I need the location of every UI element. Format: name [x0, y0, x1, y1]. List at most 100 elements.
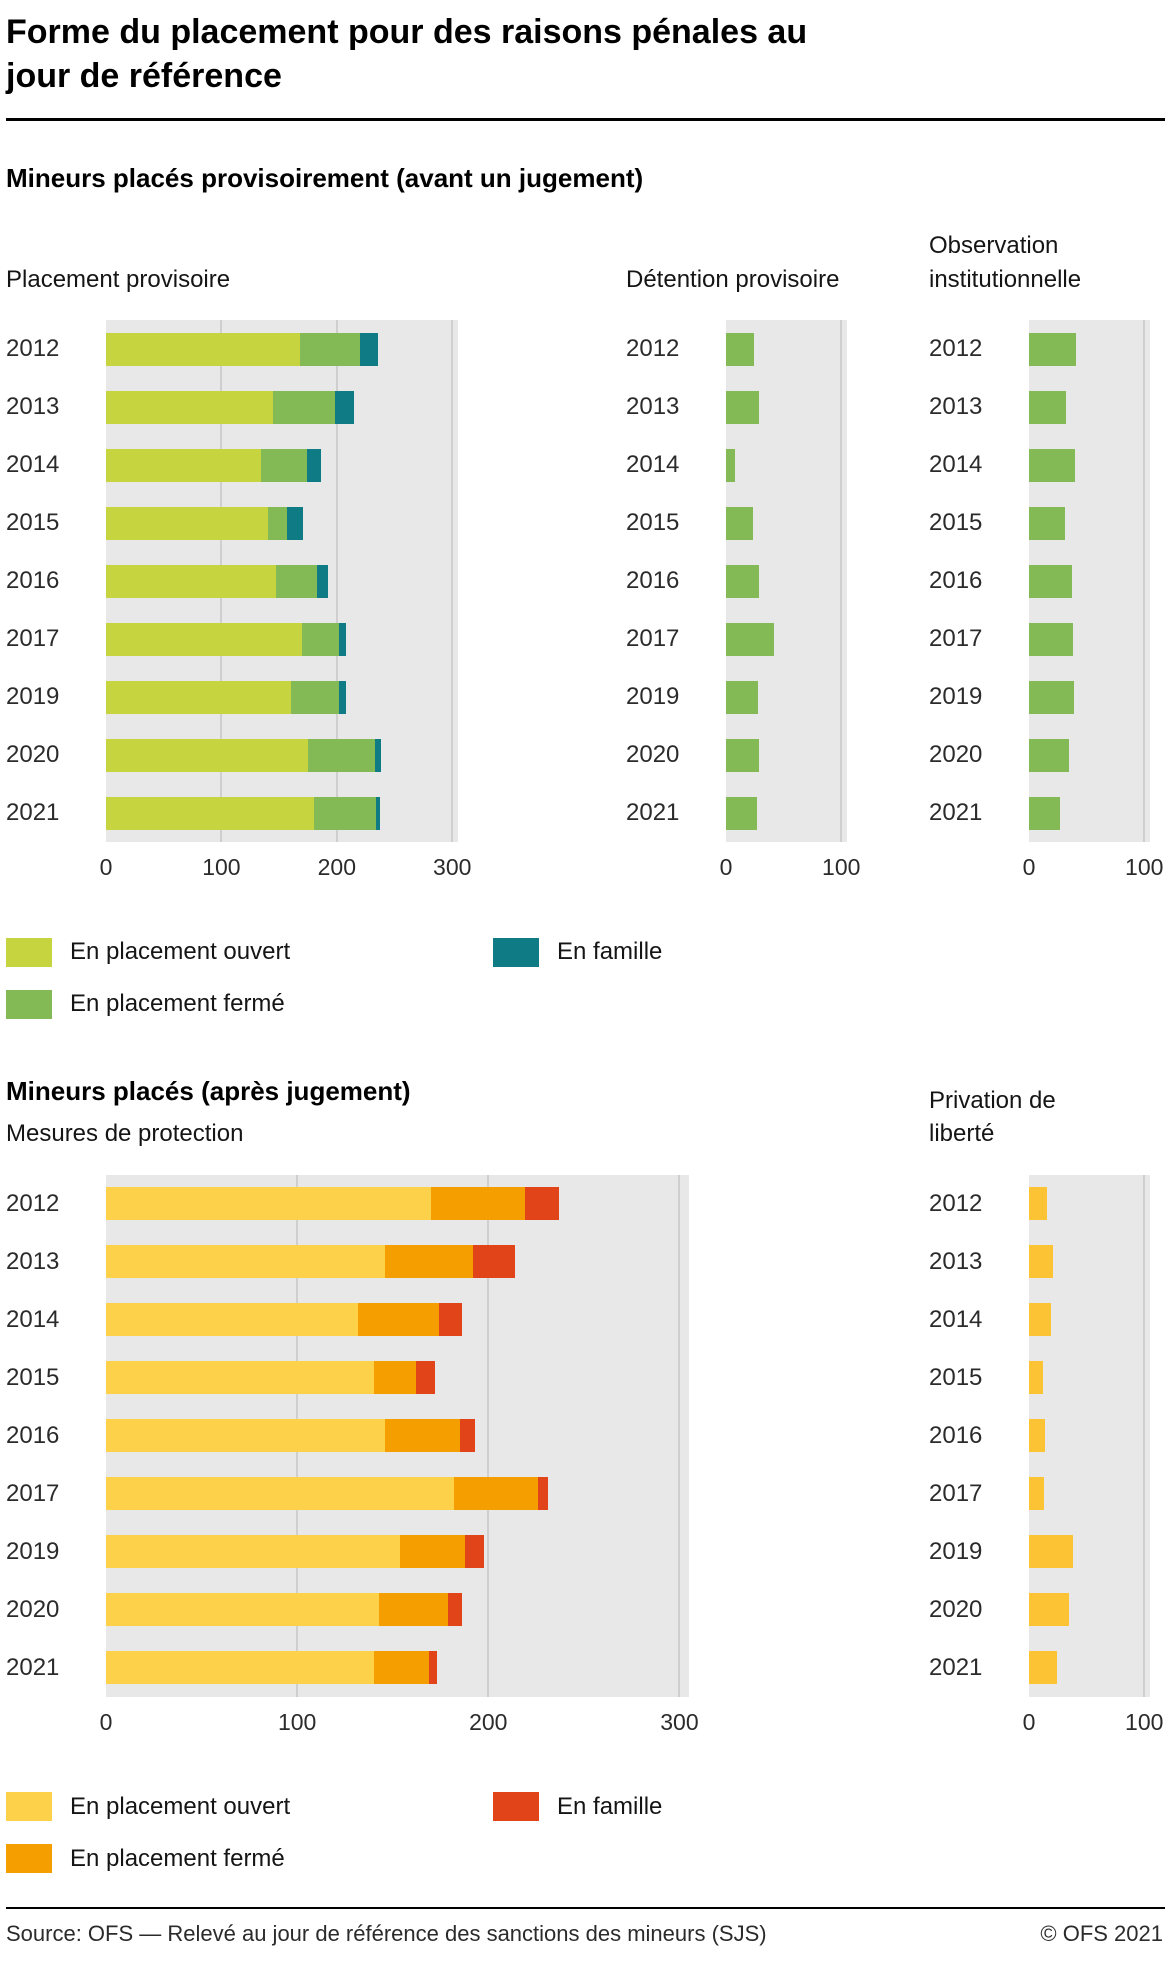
bar-segment	[448, 1593, 462, 1627]
chart-body: 2012 2013 2014 2015 2016 2017 2019 2020 2021	[626, 320, 847, 843]
legend-swatch	[6, 937, 52, 967]
bar-row	[1029, 1233, 1150, 1291]
bar-segment	[106, 390, 274, 424]
bar-2017	[726, 622, 847, 656]
bar-segment	[1029, 622, 1073, 656]
legend-swatch	[6, 1844, 52, 1874]
bar-segment	[1029, 1303, 1051, 1337]
bar-segment	[106, 1245, 386, 1279]
chart-privation-de-liberte: 2012 2013 2014 2015 2016 2017 2019 2020 2021 0 10…	[929, 1174, 1164, 1741]
chart-body: 2012 2013 2014 2015 2016 2017 2019 2020 2021	[929, 320, 1150, 843]
legend-swatch	[6, 989, 52, 1019]
x-tick-label: 200	[317, 854, 356, 881]
bar-2014	[106, 1303, 689, 1337]
plot-area	[106, 320, 458, 843]
legend-item: En placement ouvert	[6, 1792, 493, 1822]
year-label: 2016	[6, 567, 60, 595]
bar-segment	[385, 1419, 460, 1453]
bar-segment	[465, 1535, 485, 1569]
bar-segment	[299, 332, 360, 366]
chart-title-privation-de-liberte: Privation de liberté	[929, 1086, 1056, 1148]
legend-final: En placement ouvert En placement fermé En …	[6, 1781, 1165, 1885]
legend-label: En famille	[557, 938, 663, 966]
year-label: 2013	[626, 393, 680, 421]
bar-segment	[1029, 738, 1070, 772]
x-tick-label: 100	[202, 854, 241, 881]
source-text: Source: OFS — Relevé au jour de référenc…	[6, 1921, 767, 1946]
chart-observation-institutionnelle: 2012 2013 2014 2015 2016 2017 2019 2020 2021 0 10…	[929, 320, 1164, 886]
bar-segment	[106, 738, 308, 772]
bar-segment	[106, 1651, 374, 1685]
charts-row-provisional: 2012 2013 2014 2015 2016 2017 2019 2020 2021 0 10…	[6, 320, 1165, 886]
x-tick-label: 0	[1022, 1708, 1036, 1735]
chart-body: 2012 2013 2014 2015 2016 2017 2019 2020 2021	[6, 1174, 689, 1697]
bar-row	[106, 1639, 689, 1697]
bar-segment	[1029, 1187, 1048, 1221]
bar-segment	[106, 332, 300, 366]
bar-segment	[260, 448, 307, 482]
gridline	[1143, 320, 1146, 843]
bar-row	[726, 726, 847, 784]
bar-segment	[359, 332, 379, 366]
bar-segment	[1029, 390, 1066, 424]
bar-2015	[1029, 1361, 1150, 1395]
charts-row-final: 2012 2013 2014 2015 2016 2017 2019 2020 2021 0 10…	[6, 1174, 1165, 1741]
bar-segment	[306, 448, 321, 482]
bar-2016	[726, 564, 847, 598]
legend-label: En placement fermé	[70, 1844, 285, 1872]
year-label: 2019	[929, 1537, 983, 1565]
bar-2012	[106, 1187, 689, 1221]
chart-title-mesures-de-protection: Mesures de protection	[6, 1120, 244, 1148]
year-label: 2020	[6, 1595, 60, 1623]
bar-segment	[726, 332, 754, 366]
year-label: 2020	[929, 1595, 983, 1623]
year-label: 2013	[6, 393, 60, 421]
bar-2013	[1029, 1245, 1150, 1279]
year-label: 2014	[6, 1305, 60, 1333]
bar-2021	[1029, 1651, 1150, 1685]
x-axis: 0 100	[1023, 850, 1164, 886]
bar-row	[1029, 610, 1150, 668]
year-label: 2017	[929, 1479, 983, 1507]
bar-2014	[726, 448, 847, 482]
bar-2016	[1029, 1419, 1150, 1453]
year-label: 2014	[626, 451, 680, 479]
bar-row	[726, 378, 847, 436]
section-heading-final: Mineurs placés (après jugement)	[6, 1076, 411, 1107]
bar-row	[726, 668, 847, 726]
bar-segment	[726, 796, 758, 830]
bar-2015	[1029, 506, 1150, 540]
bar-segment	[1029, 1535, 1073, 1569]
year-label: 2012	[6, 335, 60, 363]
x-tick-label: 100	[1125, 854, 1164, 881]
gridline	[451, 320, 454, 843]
gridline	[487, 1174, 490, 1697]
bar-row	[1029, 320, 1150, 378]
year-label: 2021	[929, 799, 983, 827]
year-label: 2015	[626, 509, 680, 537]
year-label: 2012	[6, 1189, 60, 1217]
year-label: 2017	[626, 625, 680, 653]
bar-row	[726, 784, 847, 842]
plot-area	[726, 320, 847, 843]
bar-segment	[1029, 506, 1065, 540]
x-axis: 0 100	[1023, 1705, 1164, 1741]
bar-segment	[459, 1419, 475, 1453]
year-label: 2014	[929, 1305, 983, 1333]
bar-segment	[726, 390, 760, 424]
legend-swatch	[493, 937, 539, 967]
legend-item: En placement fermé	[6, 989, 493, 1019]
bar-row	[726, 552, 847, 610]
year-label: 2021	[6, 1653, 60, 1681]
year-label: 2016	[929, 1421, 983, 1449]
bar-segment	[313, 796, 377, 830]
x-tick-label: 200	[469, 1708, 508, 1735]
chart-title-observation-institutionnelle: Observation institutionnelle	[929, 232, 1082, 293]
year-label: 2020	[626, 741, 680, 769]
year-label: 2016	[929, 567, 983, 595]
bar-2021	[726, 796, 847, 830]
x-axis: 0 100 200 300	[100, 850, 472, 886]
chart-title-detention-provisoire: Détention provisoire	[626, 265, 840, 293]
section-heading-provisional: Mineurs placés provisoirement (avant un …	[6, 163, 644, 194]
